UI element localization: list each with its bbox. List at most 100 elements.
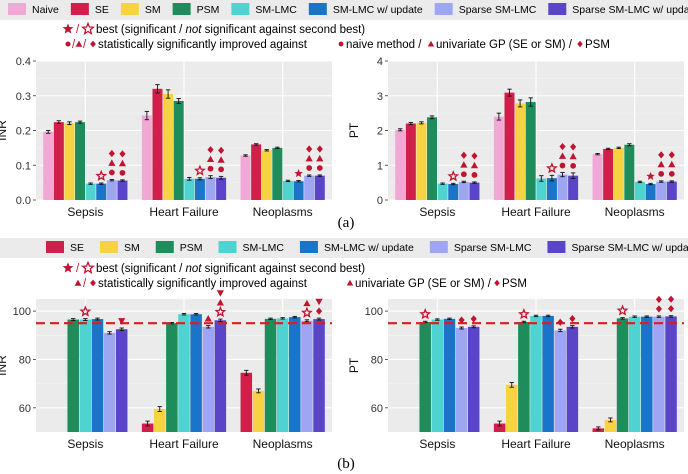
marker-triangle: [217, 156, 225, 163]
error-bar: [419, 121, 424, 125]
error-bar: [268, 317, 273, 321]
bar-naive-sepsis: [395, 129, 406, 200]
error-bar: [157, 406, 162, 412]
bar-naive-sepsis: [43, 131, 54, 200]
psm-label-b: PSM: [502, 278, 527, 290]
best-note-text-b: best (significant / not significant agai…: [96, 263, 365, 275]
error-bar: [193, 313, 199, 316]
bar-sm-lmc-w-update-heart-failure: [546, 178, 557, 200]
error-bar: [155, 84, 160, 94]
error-bar: [107, 331, 112, 335]
error-bar: [181, 313, 187, 316]
bar-sm-lmc-heart-failure: [178, 314, 190, 432]
error-bar: [280, 317, 285, 320]
slash: /: [83, 39, 87, 51]
x-tick-label: Sepsis: [67, 205, 103, 219]
error-bar: [88, 182, 93, 185]
best-note-b: / best (significant / not significant ag…: [62, 260, 365, 275]
best-star-solid-icon-b: [62, 262, 74, 273]
bar-psm-sepsis: [419, 321, 431, 432]
legend-item-psm: PSM: [172, 3, 220, 16]
y-tick-label: 1: [377, 160, 383, 172]
bar-sm-lmc-neoplasms: [628, 316, 641, 432]
error-bar: [264, 149, 269, 152]
error-bar: [605, 147, 611, 151]
error-bar: [620, 317, 625, 320]
marker-triangle: [569, 152, 577, 160]
marker-triangle: [316, 154, 324, 162]
error-bar: [243, 154, 248, 157]
marker-diamond: [470, 315, 477, 323]
bar-se-neoplasms: [251, 144, 262, 200]
x-tick-label: Sepsis: [419, 205, 455, 219]
chart-b-inr: 60 80 100 Sepsis Heart Failure Neoplasms INR: [0, 290, 332, 451]
marker-diamond: [316, 145, 323, 153]
x-tick-label: Neoplasms: [253, 205, 313, 219]
legend-swatch: [548, 3, 567, 15]
bar-sm-sepsis: [416, 122, 427, 200]
error-bar: [119, 327, 124, 331]
error-bar: [317, 174, 322, 177]
legend-label: SM-LMC w/ update: [324, 242, 414, 254]
naive-circle-icon: [338, 41, 344, 47]
triangle-icon: [75, 40, 83, 47]
error-bar: [472, 181, 477, 184]
bar-sm-lmc-heart-failure: [530, 315, 542, 432]
marker-diamond: [570, 143, 577, 151]
error-bar: [256, 388, 261, 394]
bar-sparse-sm-lmc-w-update-neoplasms: [666, 181, 677, 200]
bar-sparse-sm-lmc-w-update-neoplasms: [314, 175, 325, 200]
legend-swatch: [70, 3, 89, 15]
chart-a-inr: 0.0 0.1 0.2 0.3 0.4 Sepsis Heart Failure Neopla…: [0, 56, 332, 219]
error-bar: [632, 315, 637, 318]
marker-triangle: [206, 155, 215, 163]
y-axis-label: PT: [347, 357, 361, 373]
marker-diamond: [306, 145, 313, 153]
error-bar: [67, 121, 72, 126]
legend-label: SM-LMC: [243, 242, 285, 254]
marker-star-open: [79, 305, 92, 317]
x-tick-label: Neoplasms: [253, 437, 313, 451]
bar-naive-heart-failure: [141, 115, 152, 200]
bar-naive-neoplasms: [592, 154, 603, 200]
legend-item-sparse-sm-lmc-w-update: Sparse SM-LMC w/ update: [548, 3, 688, 16]
marker-circle: [460, 171, 467, 178]
bar-se-heart-failure: [141, 423, 154, 432]
bar-sparse-sm-lmc-w-update-heart-failure: [216, 177, 227, 200]
naive-label: naive method /: [346, 39, 422, 51]
significance-markers: [316, 145, 324, 171]
bar-sm-heart-failure: [505, 384, 518, 432]
chart-b-pt: 60 80 100 Sepsis Heart Failure Neoplasms PT: [347, 295, 684, 451]
error-bar: [596, 426, 601, 431]
legend-item-sm: SM: [120, 3, 161, 16]
error-bar: [218, 175, 224, 180]
marker-circle: [668, 171, 675, 177]
marker-circle: [316, 165, 323, 171]
error-bar: [292, 315, 297, 319]
psm-label: PSM: [585, 39, 610, 51]
bar-sm-lmc-w-update-neoplasms: [289, 317, 301, 432]
marker-diamond: [667, 295, 675, 303]
marker-diamond: [667, 305, 675, 313]
significance-markers: [616, 304, 629, 316]
legend-label: PSM: [197, 4, 220, 16]
marker-diamond: [559, 142, 566, 151]
marker-triangle-down: [118, 318, 126, 325]
legend-b: SE SM PSM SM-LMC SM-LMC w/ update Sparse SM-L…: [0, 238, 688, 258]
error-bar: [648, 182, 653, 186]
error-bar: [451, 182, 456, 186]
bar-sm-lmc-neoplasms: [282, 180, 293, 200]
marker-diamond: [471, 152, 478, 160]
significance-markers: [667, 295, 675, 313]
best-italic: not: [185, 24, 202, 36]
improved-note-a: / / statistically significantly improved …: [65, 39, 610, 51]
marker-star-solid: [646, 171, 655, 180]
circle-icon: [65, 41, 71, 47]
error-bar: [46, 130, 51, 134]
error-bar: [296, 180, 301, 183]
univariate-triangle-icon-b: [346, 279, 354, 286]
marker-triangle: [558, 152, 567, 159]
error-bar: [71, 318, 76, 321]
marker-triangle: [216, 298, 224, 306]
panel-label-a: (a): [338, 215, 355, 231]
